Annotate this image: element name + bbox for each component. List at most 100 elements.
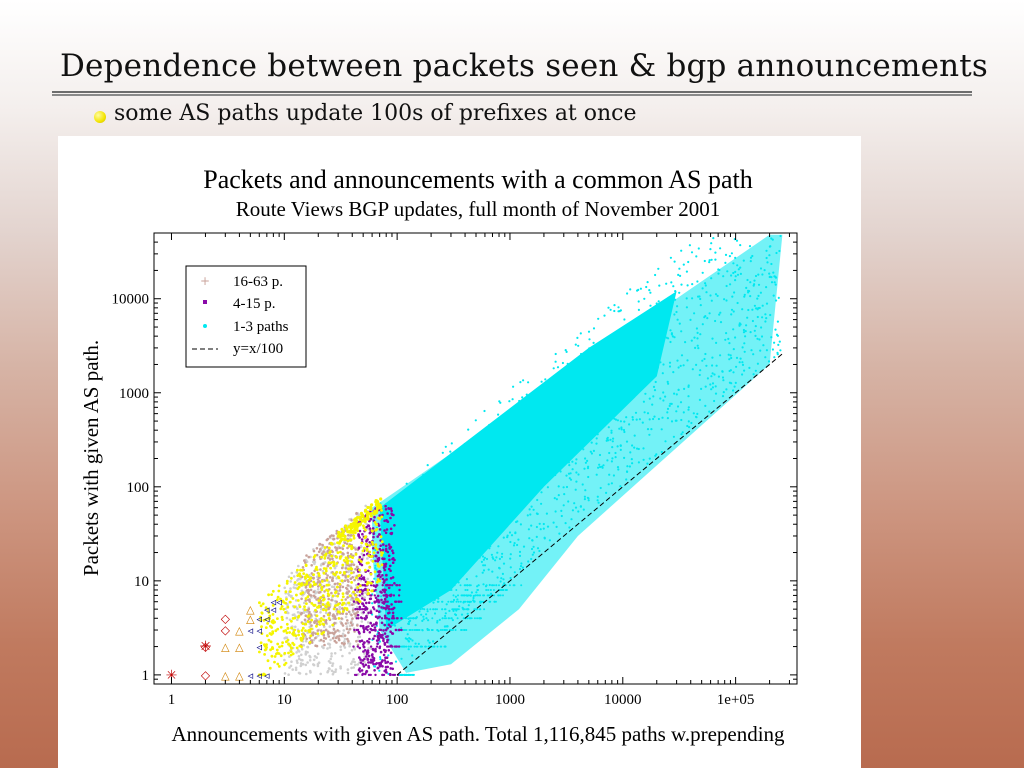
data-point [378, 514, 382, 517]
data-point [527, 560, 530, 563]
data-point [389, 545, 393, 549]
data-point [660, 450, 663, 454]
data-point [365, 614, 368, 618]
data-point [411, 639, 414, 642]
data-point [668, 404, 671, 407]
data-point [669, 256, 673, 259]
data-point [320, 617, 323, 620]
data-point [431, 566, 435, 570]
data-point [485, 557, 489, 561]
data-point [312, 549, 316, 553]
data-point [585, 425, 588, 428]
data-point [383, 617, 387, 620]
data-point [547, 473, 550, 476]
data-point [352, 590, 355, 594]
data-point [317, 599, 321, 602]
data-point [538, 549, 541, 553]
data-point [409, 645, 412, 648]
data-point [308, 610, 311, 614]
data-point [687, 420, 690, 423]
data-point [467, 428, 470, 431]
data-point [304, 563, 308, 567]
data-point [775, 251, 778, 255]
data-point [376, 559, 380, 563]
data-point [323, 561, 327, 564]
data-point [277, 584, 281, 588]
data-point [339, 555, 343, 558]
data-point [429, 518, 432, 521]
data-point [627, 354, 630, 357]
data-point [530, 524, 533, 527]
data-point [775, 299, 778, 302]
data-point [441, 617, 444, 620]
data-point [594, 368, 597, 371]
data-point [377, 605, 381, 608]
data-point [294, 668, 298, 672]
data-point [415, 608, 418, 611]
data-point [736, 301, 739, 305]
data-point [577, 447, 581, 450]
data-point [649, 304, 652, 307]
data-point [423, 585, 426, 589]
data-point [448, 571, 451, 574]
data-point [389, 577, 393, 580]
data-point [271, 613, 275, 616]
data-point [566, 373, 569, 377]
data-point [472, 532, 476, 535]
data-point [301, 591, 305, 595]
data-point [433, 587, 436, 590]
data-point [544, 378, 547, 381]
data-point [298, 574, 302, 578]
data-point [377, 556, 381, 560]
data-point [436, 645, 439, 648]
data-point [301, 662, 305, 666]
data-point [342, 571, 346, 574]
data-point [398, 600, 401, 603]
data-point [333, 573, 337, 577]
data-point [291, 597, 295, 600]
data-point [574, 488, 577, 491]
data-point [327, 607, 330, 611]
data-point [745, 286, 748, 289]
data-point [452, 560, 455, 563]
data-point [742, 328, 746, 332]
data-point [611, 457, 614, 460]
data-point [574, 462, 577, 465]
data-point [608, 347, 612, 350]
data-point [379, 628, 383, 632]
data-point [297, 655, 301, 658]
data-point-marker: ◇ [201, 668, 211, 682]
data-point [598, 453, 602, 457]
data-point [645, 381, 649, 384]
data-point [687, 408, 690, 411]
data-point [401, 645, 404, 648]
data-point [562, 486, 565, 489]
data-point [714, 258, 717, 261]
data-point [358, 656, 361, 659]
data-point [348, 624, 352, 627]
data-point [732, 310, 735, 313]
data-point [403, 564, 406, 567]
data-point [437, 581, 440, 584]
data-point [555, 525, 558, 528]
data-point [358, 522, 363, 526]
data-point [365, 549, 369, 552]
data-point [399, 507, 402, 510]
data-point [407, 541, 410, 544]
data-point [451, 519, 454, 523]
data-point [307, 581, 311, 584]
data-point [341, 610, 345, 613]
data-point [330, 542, 334, 546]
data-point [340, 622, 344, 625]
data-point [321, 594, 325, 597]
data-point [375, 621, 378, 625]
data-point [584, 489, 587, 492]
data-point [375, 639, 379, 642]
data-point [724, 261, 727, 264]
data-point [373, 600, 376, 603]
data-point [386, 594, 389, 597]
data-point [598, 463, 601, 466]
data-point [393, 624, 397, 627]
data-point [480, 466, 483, 469]
data-point [340, 634, 343, 638]
